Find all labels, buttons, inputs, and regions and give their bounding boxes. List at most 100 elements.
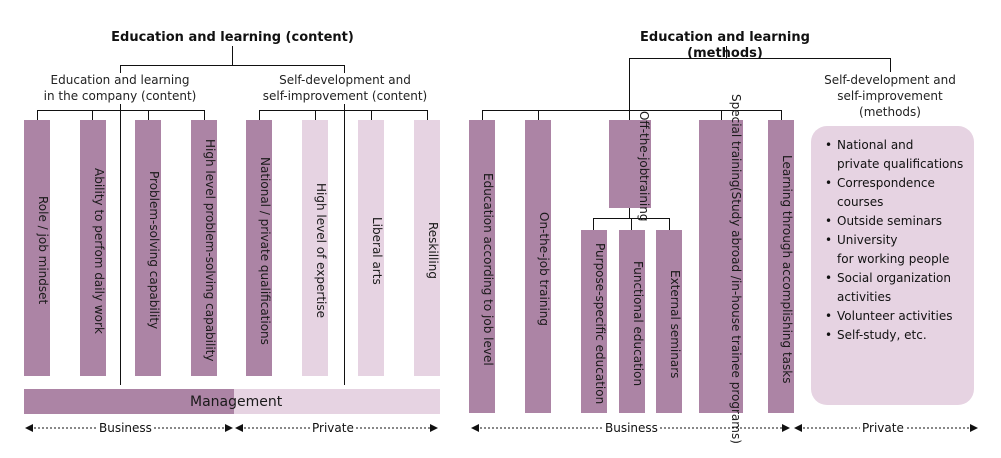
content-bar-reskilling: Reskilling <box>414 120 440 376</box>
content-bar-problem-solving: Problem-solving capability <box>135 120 161 376</box>
sdrop-3 <box>669 218 670 230</box>
subbar-label: Functional education <box>631 261 645 387</box>
content-title: Education and learning (content) <box>111 30 354 45</box>
item-line: National and <box>837 138 914 152</box>
management-bar-business <box>24 389 234 414</box>
mdrop-1 <box>482 110 483 120</box>
item-line: courses <box>837 195 884 209</box>
content-bar-qualifications: National / private qualifications <box>246 120 272 376</box>
content-bar-expertise: High level of expertise <box>302 120 328 376</box>
self-methods-list: National and private qualifications Corre… <box>811 126 974 345</box>
drop-4 <box>204 110 205 120</box>
methods-bar-tasks: Learning through accomplishing tasks <box>768 120 794 413</box>
self-methods-box: National and private qualifications Corre… <box>811 126 974 405</box>
item-line: Outside seminars <box>837 214 942 228</box>
mdrop-2 <box>538 110 539 120</box>
content-bar-role-mindset: Role / job mindset <box>24 120 50 376</box>
item-line: University <box>837 233 898 247</box>
content-bar-label: Liberal arts <box>370 216 384 285</box>
company-center-line <box>120 104 121 385</box>
item-line: for working people <box>837 252 950 266</box>
company-group-line-1: Education and learning <box>50 73 190 87</box>
methods-left-stem <box>629 58 630 110</box>
methods-bar-ojt: On-the-job training <box>525 120 551 413</box>
content-bar-label: Reskilling <box>426 222 440 279</box>
list-item: Correspondence courses <box>825 174 966 212</box>
self-methods-line-1: Self-development and <box>824 73 956 87</box>
methods-bar-label-1: Special training <box>729 93 743 188</box>
self-methods-line-2: self-improvement <box>837 89 943 103</box>
sdrop-1 <box>593 218 594 230</box>
item-line: activities <box>837 290 892 304</box>
list-item: Social organization activities <box>825 269 966 307</box>
self-content-group-label: Self-development and self-improvement (c… <box>245 72 445 104</box>
methods-hline <box>482 110 781 111</box>
content-bar-high-problem-solving: High level problem-solving capability <box>191 120 217 376</box>
methods-title: Education and learning (methods) <box>640 30 810 61</box>
mdrop-3 <box>629 110 630 120</box>
drop-3 <box>148 110 149 120</box>
self-center-line <box>344 104 345 385</box>
content-bar-liberal-arts: Liberal arts <box>358 120 384 376</box>
list-item: Outside seminars <box>825 212 966 231</box>
list-item: National and private qualifications <box>825 136 966 174</box>
methods-axis-private: Private <box>860 421 906 435</box>
content-axis-business: Business <box>97 421 154 435</box>
content-top-hline <box>120 65 344 66</box>
content-bar-label: Ability to perfom daily work <box>92 167 106 334</box>
methods-bar-label: Education according to job level <box>481 172 495 366</box>
methods-top-hline <box>629 58 890 59</box>
mdrop-4 <box>721 110 722 120</box>
methods-axis-business: Business <box>603 421 660 435</box>
self-methods-line-3: (methods) <box>859 105 921 119</box>
methods-bar-label: On-the-job training <box>537 212 551 326</box>
methods-bar-special-training: Special training (Study abroad /in-house … <box>699 94 743 444</box>
subbar-label: External seminars <box>668 269 682 379</box>
item-line: Self-study, etc. <box>837 328 927 342</box>
methods-bar-job-level: Education according to job level <box>469 120 495 413</box>
item-line: private qualifications <box>837 157 964 171</box>
self-hline <box>259 110 427 111</box>
subbar-purpose-specific: Purpose-specific education <box>581 230 607 413</box>
list-item: Volunteer activities <box>825 307 966 326</box>
methods-bar-label-2: (Study abroad /in-house trainee programs… <box>729 187 743 445</box>
company-group-line-2: in the company (content) <box>43 89 197 103</box>
methods-bar-label-1: Off-the-job <box>637 111 651 176</box>
content-bar-daily-work: Ability to perfom daily work <box>80 120 106 376</box>
list-item: University for working people <box>825 231 966 269</box>
content-axis-private: Private <box>310 421 356 435</box>
management-label: Management <box>190 394 283 410</box>
content-bar-label: High level of expertise <box>314 182 328 318</box>
item-line: Volunteer activities <box>837 309 953 323</box>
self-content-group-line-2: self-improvement (content) <box>262 89 428 103</box>
drop-8 <box>427 110 428 120</box>
methods-bar-label-2: training <box>637 175 651 222</box>
self-content-group-line-1: Self-development and <box>279 73 411 87</box>
content-bar-label: National / private qualifications <box>258 156 272 345</box>
subbar-functional: Functional education <box>619 230 645 413</box>
company-group-label: Education and learning in the company (c… <box>22 72 218 104</box>
item-line: Correspondence <box>837 176 935 190</box>
company-drop-stem <box>120 65 121 73</box>
content-title-stem <box>232 46 233 66</box>
methods-title-stem <box>726 46 727 58</box>
list-item: Self-study, etc. <box>825 326 966 345</box>
company-hline <box>37 110 204 111</box>
methods-bar-label: Learning through accomplishing tasks <box>780 154 794 384</box>
subbar-external-seminars: External seminars <box>656 230 682 413</box>
self-methods-group-label: Self-development and self-improvement (m… <box>800 72 980 120</box>
sdrop-2 <box>631 218 632 230</box>
drop-6 <box>315 110 316 120</box>
methods-bar-offjt: Off-the-job training <box>609 111 651 222</box>
management-bar-private <box>234 389 440 414</box>
methods-right-stem <box>890 58 891 72</box>
content-bar-label: Problem-solving capability <box>147 171 161 330</box>
drop-1 <box>37 110 38 120</box>
content-bar-label: High level problem-solving capability <box>203 139 217 362</box>
drop-5 <box>259 110 260 120</box>
item-line: Social organization <box>837 271 952 285</box>
subbar-label: Purpose-specific education <box>593 243 607 405</box>
offjt-stem <box>629 208 630 219</box>
drop-7 <box>371 110 372 120</box>
